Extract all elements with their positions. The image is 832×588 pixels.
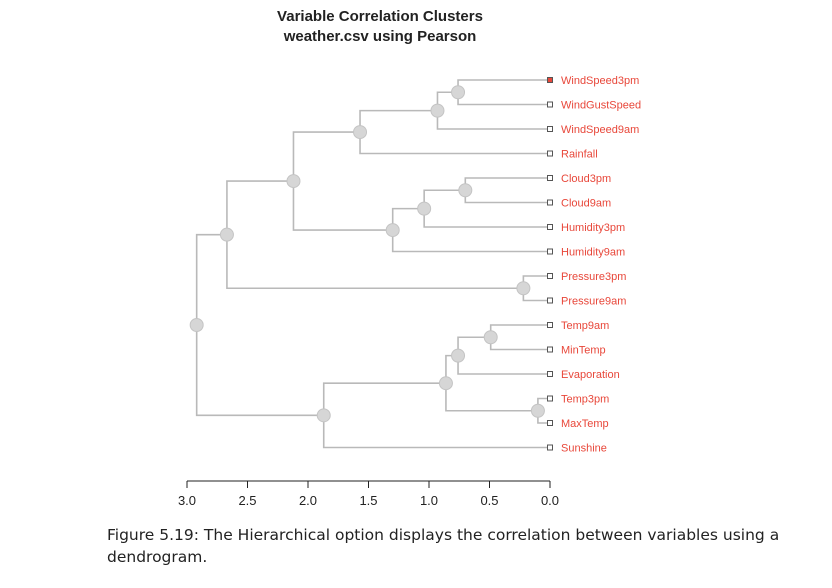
chart-title: Variable Correlation Clusters — [277, 8, 483, 25]
leaf-label: MinTemp — [561, 345, 606, 357]
leaf-marker — [547, 248, 553, 255]
merge-node — [530, 403, 545, 418]
merge-node — [451, 85, 466, 100]
leaf-marker — [547, 126, 553, 132]
leaf-marker — [547, 420, 553, 426]
leaf-label: Evaporation — [561, 369, 620, 381]
leaf-label: WindGustSpeed — [561, 100, 641, 112]
dendrogram-branch — [489, 324, 550, 351]
x-tick-label: 0.5 — [480, 493, 498, 508]
x-tick-label: 2.0 — [299, 493, 317, 508]
merge-node — [219, 227, 234, 242]
leaf-label: Cloud3pm — [561, 173, 611, 185]
x-tick-label: 3.0 — [178, 493, 196, 508]
dendrogram-branch — [423, 189, 550, 228]
leaf-marker — [547, 297, 553, 304]
merge-node — [417, 201, 432, 216]
dendrogram-branch — [359, 109, 550, 155]
merge-node — [189, 318, 204, 332]
x-tick-label: 0.0 — [541, 493, 559, 508]
merge-node — [451, 348, 466, 363]
leaf-label: Rainfall — [561, 149, 598, 161]
leaf-marker — [547, 77, 553, 83]
leaf-marker — [547, 175, 553, 181]
merge-node — [385, 223, 400, 238]
merge-node — [353, 125, 368, 140]
merge-node — [438, 376, 453, 391]
merge-node — [316, 408, 331, 423]
dendrogram-branch — [195, 233, 324, 417]
leaf-label: Temp3pm — [561, 394, 609, 406]
dendrogram-branch — [457, 336, 550, 375]
merge-node — [430, 103, 445, 118]
merge-node — [286, 174, 301, 189]
merge-node — [516, 281, 531, 296]
x-tick-label: 1.5 — [359, 493, 377, 508]
leaf-label: Sunshine — [561, 443, 607, 455]
dendrogram-branch — [391, 207, 550, 253]
leaf-marker — [547, 199, 553, 206]
leaf-label: WindSpeed3pm — [561, 75, 639, 87]
leaf-marker — [547, 346, 553, 353]
dendrogram-branch — [445, 354, 538, 412]
dendrogram-plot: WindSpeed3pm WindGustSpeed WindSpeed9am Rai… — [178, 75, 641, 508]
leaf-marker — [547, 224, 553, 230]
leaf-marker — [547, 444, 553, 451]
dendrogram-branch — [457, 79, 550, 106]
x-tick-label: 2.5 — [238, 493, 256, 508]
x-tick-label: 1.0 — [420, 493, 438, 508]
dendrogram-branch — [322, 382, 550, 449]
leaf-label: Humidity9am — [561, 247, 625, 259]
leaf-marker — [547, 371, 553, 377]
leaf-marker — [547, 101, 553, 108]
leaf-marker — [547, 395, 553, 402]
leaf-label: WindSpeed9am — [561, 124, 639, 136]
dendrogram-branch — [292, 131, 393, 231]
merge-node — [458, 183, 473, 198]
dendrogram-branch — [464, 177, 550, 204]
leaf-marker — [547, 322, 553, 328]
leaf-label: Pressure9am — [561, 296, 626, 308]
leaf-label: Cloud9am — [561, 198, 611, 210]
dendrogram-branch — [226, 180, 524, 290]
chart-subtitle: weather.csv using Pearson — [283, 28, 477, 45]
leaf-label: Humidity3pm — [561, 222, 625, 234]
merge-node — [483, 330, 498, 345]
leaf-marker — [547, 150, 553, 157]
leaf-label: MaxTemp — [561, 418, 609, 430]
leaf-label: Pressure3pm — [561, 271, 626, 283]
leaf-marker — [547, 273, 553, 279]
figure-caption: Figure 5.19: The Hierarchical option dis… — [107, 526, 780, 566]
leaf-label: Temp9am — [561, 320, 609, 332]
